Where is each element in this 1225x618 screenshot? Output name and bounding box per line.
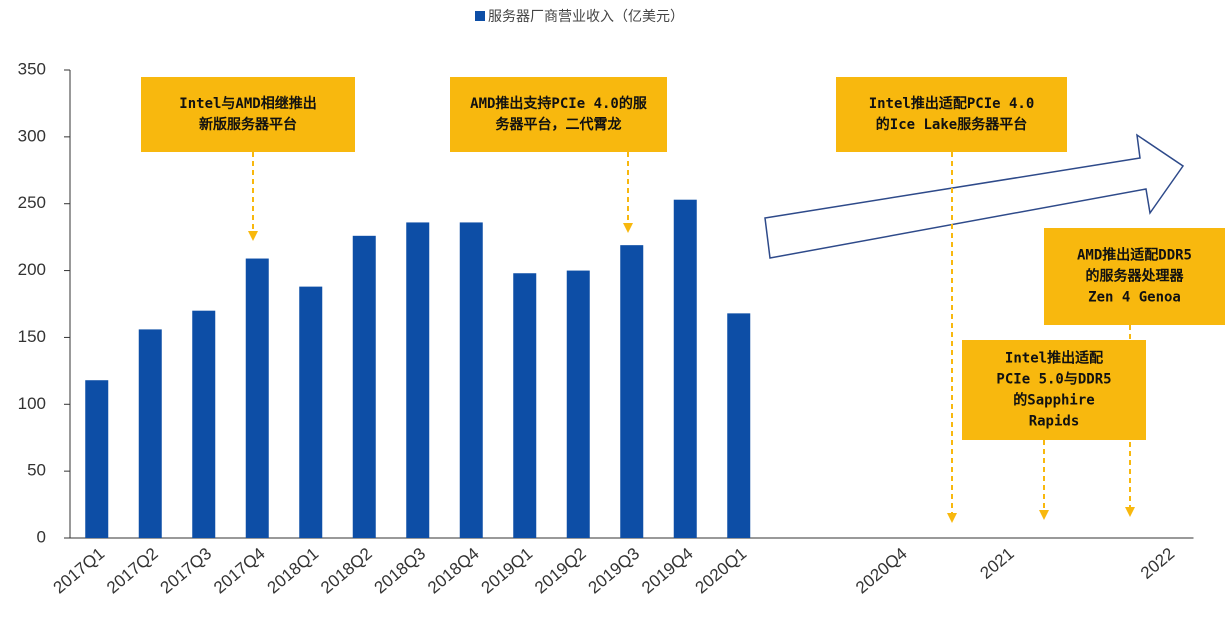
y-tick-label: 150	[18, 327, 46, 346]
annotation-box	[450, 77, 667, 152]
x-tick-label: 2018Q1	[264, 544, 323, 597]
x-tick-label: 2018Q2	[317, 544, 376, 597]
x-tick-label: 2017Q1	[50, 544, 109, 597]
bar	[406, 222, 430, 539]
bar	[299, 286, 323, 538]
y-tick-label: 0	[37, 527, 46, 546]
annotation-text: Intel推出适配PCIe 4.0	[869, 95, 1035, 112]
x-tick-label: 2018Q3	[371, 544, 430, 597]
bar	[245, 258, 269, 538]
bar	[513, 273, 537, 538]
bar	[727, 313, 751, 538]
y-tick-label: 350	[18, 59, 46, 78]
bar	[85, 380, 109, 538]
y-tick-label: 100	[18, 394, 46, 413]
annotation-text: AMD推出支持PCIe 4.0的服	[470, 95, 648, 112]
legend-label: 服务器厂商营业收入（亿美元）	[488, 9, 684, 25]
x-tick-label: 2019Q2	[531, 544, 590, 597]
annotation-text: PCIe 5.0与DDR5	[996, 372, 1111, 388]
bar	[620, 245, 644, 538]
x-tick-label: 2018Q4	[424, 544, 483, 597]
annotation-text: 的服务器处理器	[1086, 268, 1185, 285]
annotation-text: 新版服务器平台	[199, 116, 297, 133]
annotation-text: 务器平台，二代霄龙	[496, 116, 622, 133]
bar	[138, 329, 162, 538]
bar	[566, 270, 590, 538]
x-tick-label: 2020Q1	[692, 544, 751, 597]
x-tick-label: 2017Q4	[210, 544, 269, 597]
x-tick-label: 2019Q1	[478, 544, 537, 597]
annotation-text: 的Ice Lake服务器平台	[876, 116, 1027, 133]
bar	[459, 222, 483, 539]
annotation-text: Intel推出适配	[1005, 350, 1103, 367]
y-tick-label: 200	[18, 260, 46, 279]
annotation-text: AMD推出适配DDR5	[1077, 247, 1192, 264]
x-tick-label: 2020Q4	[852, 544, 911, 597]
annotation-text: Intel与AMD相继推出	[179, 95, 316, 112]
annotation-box	[141, 77, 355, 152]
annotation-text: Rapids	[1029, 414, 1080, 430]
x-tick-label: 2022	[1137, 544, 1178, 583]
y-tick-label: 50	[27, 461, 46, 480]
annotation-box	[962, 340, 1146, 440]
legend-swatch	[475, 11, 485, 21]
annotation-text: 的Sapphire	[1013, 392, 1094, 409]
x-tick-label: 2017Q3	[157, 544, 216, 597]
x-tick-label: 2017Q2	[103, 544, 162, 597]
annotation-box	[1044, 228, 1225, 325]
trend-arrow	[764, 133, 1185, 259]
y-tick-label: 250	[18, 193, 46, 212]
x-tick-label: 2021	[977, 544, 1018, 583]
bar	[673, 199, 697, 538]
bar	[352, 235, 376, 538]
bar	[192, 310, 216, 538]
x-tick-label: 2019Q4	[638, 544, 697, 597]
y-tick-label: 300	[18, 126, 46, 145]
x-tick-label: 2019Q3	[585, 544, 644, 597]
annotation-box	[836, 77, 1067, 152]
annotation-text: Zen 4 Genoa	[1088, 290, 1181, 306]
